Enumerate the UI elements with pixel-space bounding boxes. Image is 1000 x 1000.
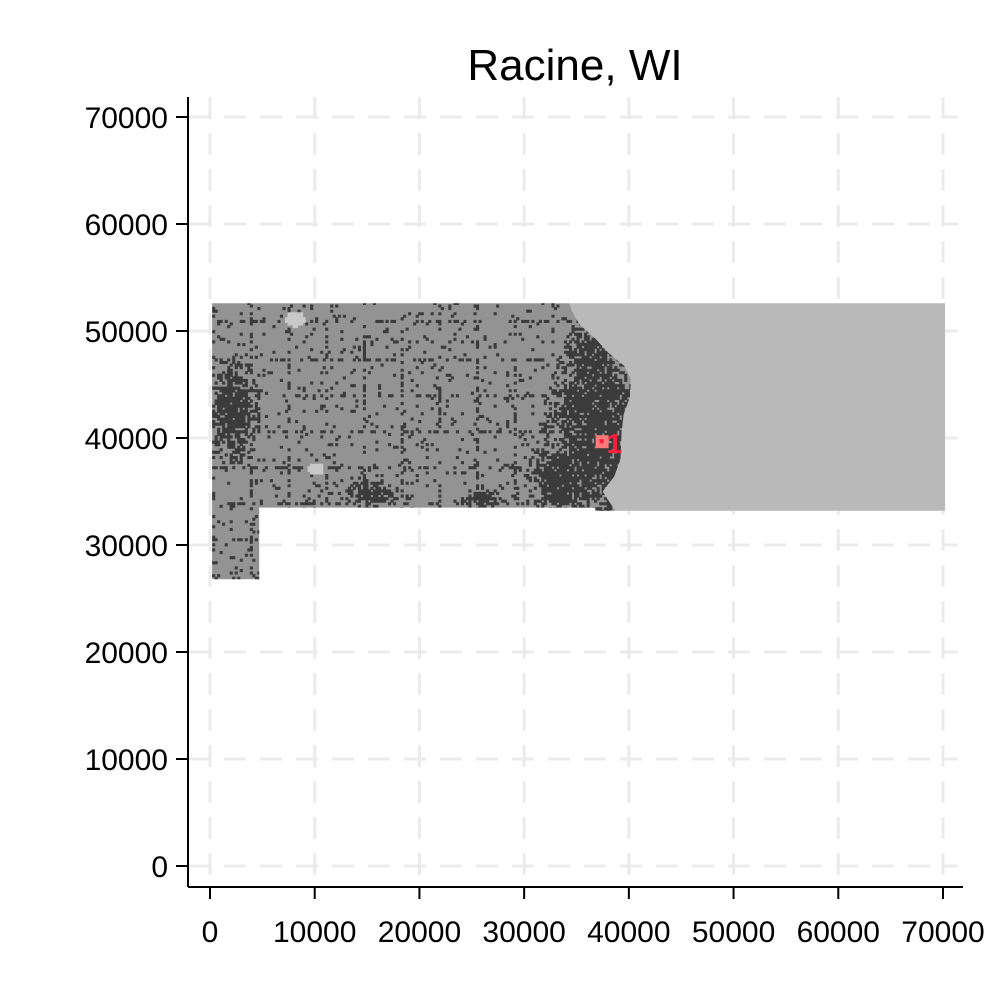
x-tick-label-3: 30000 [482,916,565,949]
point-marker-center-1 [599,439,604,444]
development-layer [212,303,631,580]
development-raster [212,303,631,580]
y-tick-label-7: 70000 [85,102,168,135]
y-tick-label-4: 40000 [85,423,168,456]
x-ticks: 0 10000 20000 30000 40000 50000 60000 70000 [202,887,985,949]
x-tick-label-5: 50000 [692,916,775,949]
chart-title: Racine, WI [467,41,682,90]
x-tick-label-1: 10000 [273,916,356,949]
x-tick-label-2: 20000 [378,916,461,949]
y-tick-label-2: 20000 [85,637,168,670]
point-layer: 1 [595,428,623,459]
y-tick-label-5: 50000 [85,316,168,349]
y-tick-label-1: 10000 [85,744,168,777]
y-tick-label-3: 30000 [85,530,168,563]
x-tick-label-4: 40000 [587,916,670,949]
water-region [569,303,946,511]
x-tick-label-0: 0 [202,916,219,949]
x-tick-label-6: 60000 [797,916,880,949]
y-tick-label-0: 0 [151,851,168,884]
axis-layer [187,97,963,888]
point-label-1: 1 [607,428,623,459]
x-tick-label-7: 70000 [901,916,984,949]
y-ticks: 0 10000 20000 30000 40000 50000 60000 70000 [85,102,188,884]
y-tick-label-6: 60000 [85,209,168,242]
